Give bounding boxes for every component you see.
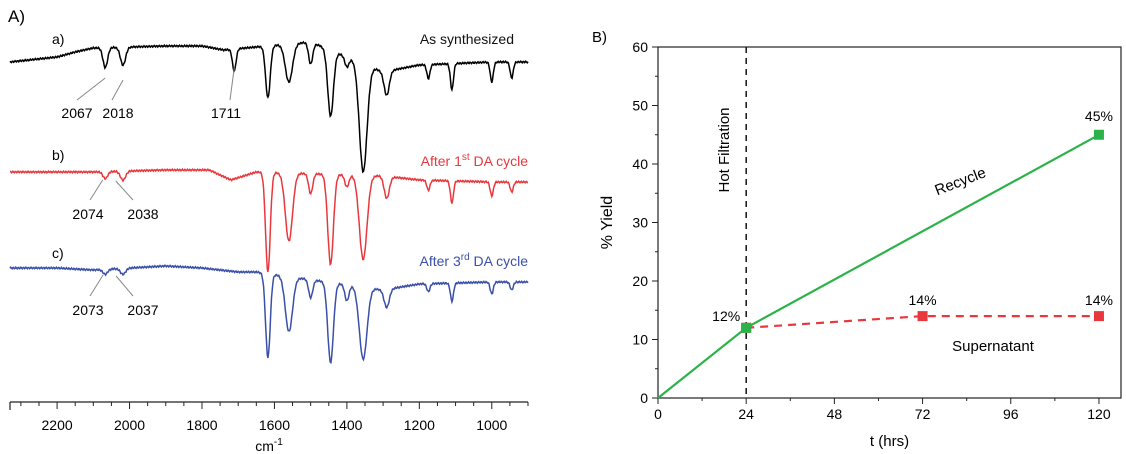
spectrum-tag-1: a) <box>52 31 64 47</box>
peak-label-2037: 2037 <box>127 302 158 318</box>
peak-label-2018: 2018 <box>102 105 133 121</box>
x-tick-label: 2000 <box>114 417 145 433</box>
peak-label-2038: 2038 <box>127 206 158 222</box>
x-tick-label: 2200 <box>42 417 73 433</box>
x-axis-label: cm-1 <box>255 437 283 454</box>
panel-b-yield-chart: B) 0 10 20 30 40 50 60 0 24 48 72 96 120 t (hrs) % Yiel… <box>592 29 1122 450</box>
y-tick-label: 50 <box>632 98 648 114</box>
y-tick-label: 30 <box>632 215 648 231</box>
data-point-recycle <box>741 322 752 333</box>
x-tick-label: 1600 <box>259 417 290 433</box>
peak-label-2074: 2074 <box>72 206 103 222</box>
spectrum-line-2 <box>9 167 529 273</box>
y-tick-label: 0 <box>640 390 648 406</box>
data-point-recycle <box>1093 129 1104 140</box>
plot-frame <box>657 46 1122 399</box>
peak-label-1711: 1711 <box>211 105 241 121</box>
x-tick-label: 24 <box>738 406 754 422</box>
x-axis-label: t (hrs) <box>870 433 909 450</box>
series-label-supernatant: Supernatant <box>952 338 1035 355</box>
x-tick-label: 1200 <box>404 417 435 433</box>
peak-leader-line <box>89 179 104 201</box>
spectrum-label-2: After 1st DA cycle <box>421 152 529 169</box>
spectrum-line-1 <box>9 40 529 174</box>
x-tick-label: 120 <box>1087 406 1111 422</box>
x-tick-label: 0 <box>654 406 662 422</box>
y-tick-label: 60 <box>632 39 648 55</box>
spectrum-label-1: As synthesized <box>420 31 514 47</box>
spectrum-line-3 <box>9 263 529 364</box>
data-label: 12% <box>712 308 740 324</box>
series-label-recycle: Recycle <box>932 164 988 199</box>
spectrum-tag-3: c) <box>52 245 64 261</box>
y-tick-label: 40 <box>632 156 648 172</box>
data-label: 45% <box>1085 108 1113 124</box>
peak-leader-line <box>229 67 235 101</box>
data-point-supernatant <box>917 311 928 322</box>
series-line-supernatant <box>746 315 1099 329</box>
x-tick-label: 1400 <box>331 417 362 433</box>
y-tick-label: 20 <box>632 273 648 289</box>
data-label: 14% <box>909 292 937 308</box>
x-tick-label: 1000 <box>476 417 507 433</box>
peak-leader-line <box>76 77 106 101</box>
x-tick-label: 72 <box>915 406 931 422</box>
y-tick-label: 10 <box>632 332 648 348</box>
spectrum-label-3: After 3rd DA cycle <box>419 252 528 269</box>
data-label: 14% <box>1085 292 1113 308</box>
x-tick-label: 1800 <box>186 417 217 433</box>
y-axis-label: % Yield <box>599 196 616 249</box>
x-tick-label: 96 <box>1003 406 1019 422</box>
peak-label-2073: 2073 <box>72 302 103 318</box>
panel-a-ir-spectra: A) 2200 2000 1800 1600 1400 1200 1000 cm-1 a) As s… <box>8 7 529 454</box>
panel-label-b: B) <box>592 29 607 46</box>
x-tick-label: 48 <box>827 406 843 422</box>
hot-filtration-label: Hot Filtration <box>716 107 733 192</box>
data-point-supernatant <box>1093 311 1104 322</box>
spectrum-tag-2: b) <box>52 147 64 163</box>
peak-leader-line <box>115 275 134 297</box>
peak-label-2067: 2067 <box>61 105 92 121</box>
peak-leader-line <box>89 274 104 297</box>
peak-leader-line <box>115 180 134 201</box>
panel-label-a: A) <box>8 7 25 26</box>
peak-leader-line <box>111 79 124 101</box>
